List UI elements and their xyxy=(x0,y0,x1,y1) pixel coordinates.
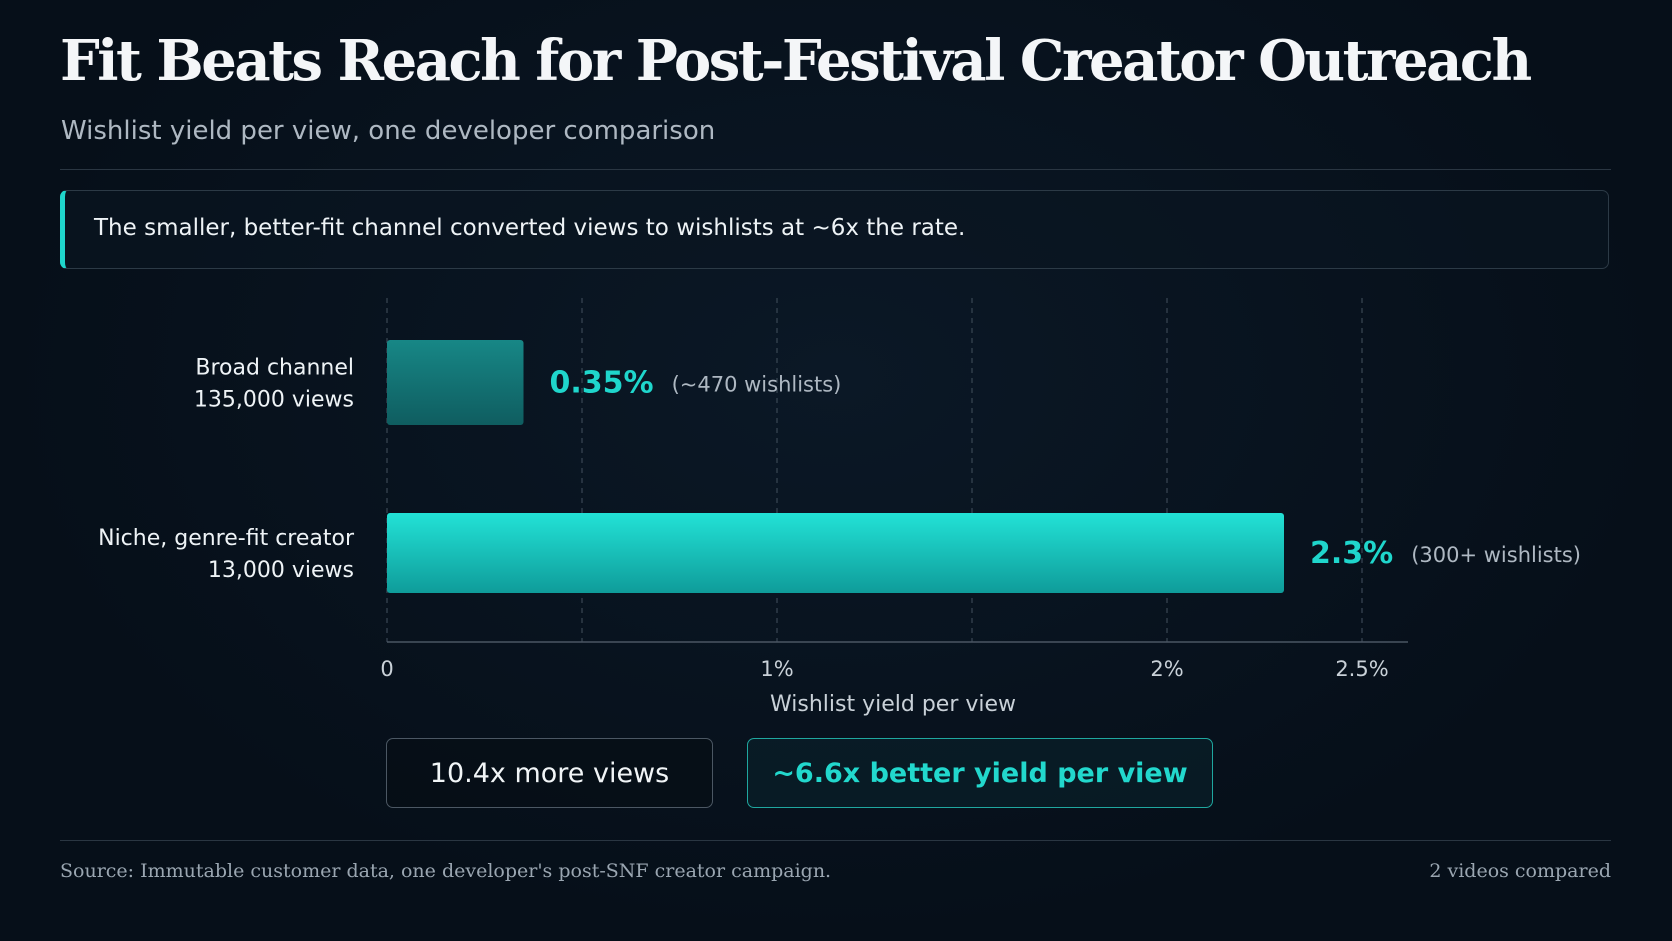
category-label-0: Broad channel xyxy=(195,356,354,381)
value-label-1: 2.3% xyxy=(1310,536,1393,571)
callout-text: The smaller, better-fit channel converte… xyxy=(94,215,966,241)
chart-subtitle: Wishlist yield per view, one developer c… xyxy=(61,116,716,146)
category-sublabel-1: 13,000 views xyxy=(208,558,354,583)
source-note: Source: Immutable customer data, one dev… xyxy=(60,860,832,882)
key-insight-callout: The smaller, better-fit channel converte… xyxy=(60,190,1609,269)
x-tick-label: 2.5% xyxy=(1335,657,1388,681)
annotation-1: (300+ wishlists) xyxy=(1411,543,1581,567)
value-label-0: 0.35% xyxy=(550,366,654,401)
category-label-1: Niche, genre-fit creator xyxy=(98,526,355,551)
yield-multiple-stat: ~6.6x better yield per view xyxy=(747,738,1213,808)
header-divider xyxy=(60,169,1611,170)
annotation-0: (~470 wishlists) xyxy=(672,373,842,397)
footer-divider xyxy=(60,840,1611,841)
x-tick-label: 1% xyxy=(760,657,793,681)
chart-title: Fit Beats Reach for Post-Festival Creato… xyxy=(60,28,1532,94)
x-axis-title: Wishlist yield per view xyxy=(770,692,1016,717)
x-tick-label: 0 xyxy=(380,657,393,681)
x-tick-label: 2% xyxy=(1150,657,1183,681)
category-sublabel-0: 135,000 views xyxy=(194,388,354,413)
bar-1 xyxy=(387,513,1284,593)
views-multiple-stat: 10.4x more views xyxy=(386,738,713,808)
bar-0 xyxy=(387,340,524,425)
video-count: 2 videos compared xyxy=(1429,860,1611,882)
